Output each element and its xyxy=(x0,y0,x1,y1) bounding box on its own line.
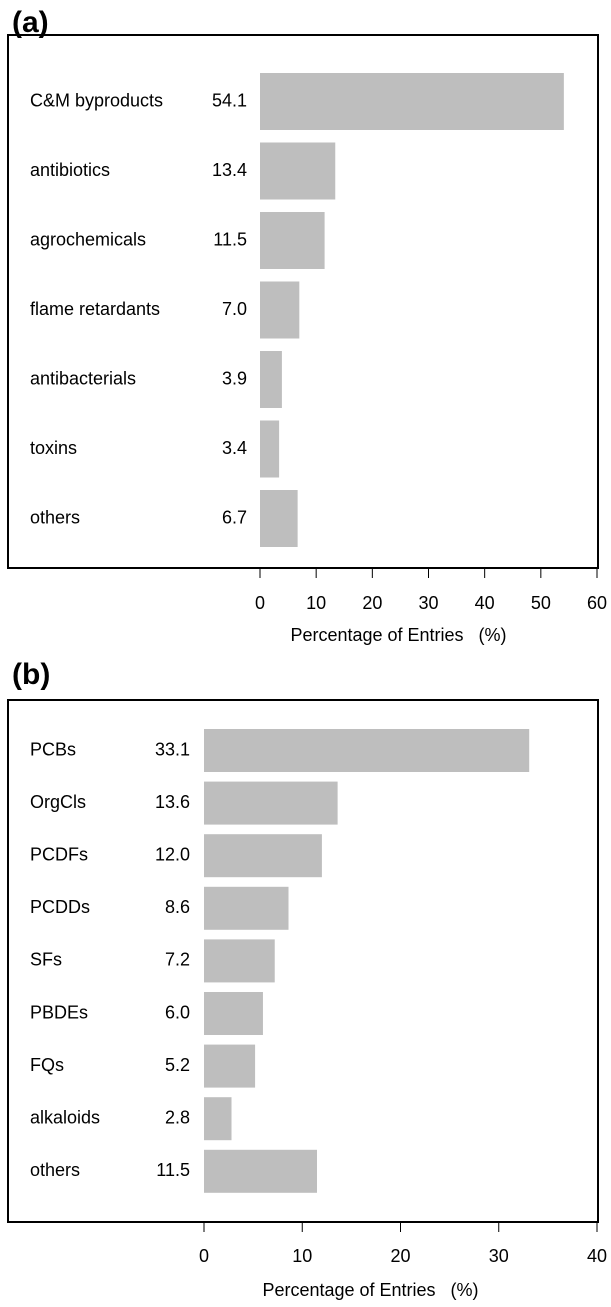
x-axis-label: Percentage of Entries (%) xyxy=(262,1280,478,1300)
value-label: 11.5 xyxy=(213,229,247,249)
x-tick-label: 10 xyxy=(306,593,326,613)
value-label: 54.1 xyxy=(212,90,247,110)
x-tick-label: 10 xyxy=(292,1246,312,1266)
category-label: OrgCls xyxy=(30,792,86,812)
category-label: PCDFs xyxy=(30,844,88,864)
value-label: 12.0 xyxy=(155,844,190,864)
value-label: 5.2 xyxy=(165,1055,190,1075)
bar xyxy=(260,490,298,547)
value-label: 2.8 xyxy=(165,1107,190,1127)
value-label: 8.6 xyxy=(165,897,190,917)
bar xyxy=(260,351,282,408)
category-label: PCDDs xyxy=(30,897,90,917)
category-label: toxins xyxy=(30,438,77,458)
bar xyxy=(204,781,338,825)
value-label: 7.0 xyxy=(222,299,247,319)
bar xyxy=(260,281,300,339)
category-label: C&M byproducts xyxy=(30,90,163,110)
panel-label: (b) xyxy=(12,658,50,691)
category-label: antibiotics xyxy=(30,160,110,180)
bar xyxy=(260,420,280,478)
x-tick-label: 30 xyxy=(418,593,438,613)
x-tick-label: 20 xyxy=(390,1246,410,1266)
category-label: PCBs xyxy=(30,739,76,759)
x-tick-label: 40 xyxy=(587,1246,607,1266)
category-label: others xyxy=(30,507,80,527)
bar xyxy=(260,212,325,269)
x-tick-label: 30 xyxy=(489,1246,509,1266)
value-label: 7.2 xyxy=(165,950,190,970)
category-label: antibacterials xyxy=(30,368,136,388)
x-tick-label: 50 xyxy=(531,593,551,613)
value-label: 11.5 xyxy=(156,1160,190,1180)
value-label: 3.9 xyxy=(222,368,247,388)
category-label: FQs xyxy=(30,1055,64,1075)
category-label: flame retardants xyxy=(30,299,160,319)
category-label: alkaloids xyxy=(30,1107,100,1127)
bar xyxy=(204,834,322,878)
bar xyxy=(260,142,336,200)
bar xyxy=(204,1097,232,1141)
bar xyxy=(204,886,289,930)
plot-box xyxy=(7,699,599,1223)
value-label: 13.6 xyxy=(155,792,190,812)
category-label: PBDEs xyxy=(30,1002,88,1022)
bar xyxy=(204,1044,256,1088)
x-tick-label: 0 xyxy=(255,593,265,613)
value-label: 6.0 xyxy=(165,1002,190,1022)
value-label: 3.4 xyxy=(222,438,247,458)
panel-label: (a) xyxy=(12,6,49,39)
x-axis-label: Percentage of Entries (%) xyxy=(290,625,506,645)
x-tick-label: 60 xyxy=(587,593,607,613)
bar xyxy=(260,73,564,130)
category-label: SFs xyxy=(30,950,62,970)
category-label: others xyxy=(30,1160,80,1180)
x-tick-label: 40 xyxy=(475,593,495,613)
bar xyxy=(204,992,263,1035)
value-label: 13.4 xyxy=(212,160,247,180)
bar xyxy=(204,939,275,983)
x-tick-label: 20 xyxy=(362,593,382,613)
value-label: 6.7 xyxy=(222,507,247,527)
bar xyxy=(204,729,530,772)
x-tick-label: 0 xyxy=(199,1246,209,1266)
bar xyxy=(204,1149,317,1193)
value-label: 33.1 xyxy=(155,739,190,759)
category-label: agrochemicals xyxy=(30,229,146,249)
